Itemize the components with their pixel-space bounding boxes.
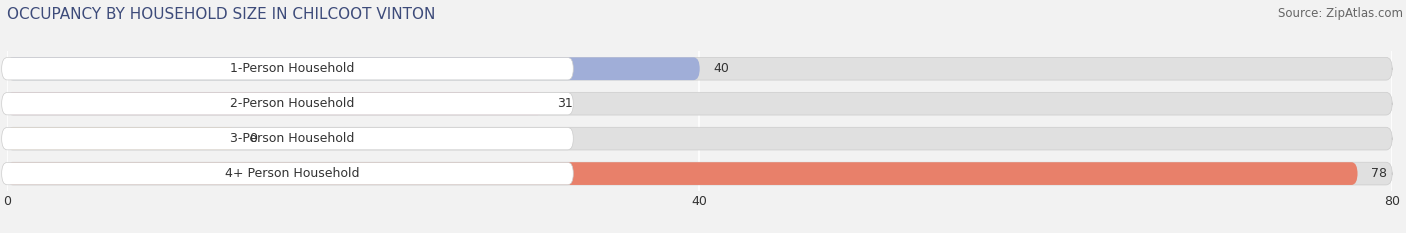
Text: 4+ Person Household: 4+ Person Household xyxy=(225,167,360,180)
FancyBboxPatch shape xyxy=(7,162,1392,185)
FancyBboxPatch shape xyxy=(7,127,236,150)
FancyBboxPatch shape xyxy=(1,127,574,150)
Text: 1-Person Household: 1-Person Household xyxy=(231,62,354,75)
Text: 31: 31 xyxy=(558,97,574,110)
Text: 78: 78 xyxy=(1371,167,1388,180)
FancyBboxPatch shape xyxy=(1,93,574,115)
FancyBboxPatch shape xyxy=(7,92,544,115)
Text: 3-Person Household: 3-Person Household xyxy=(231,132,354,145)
FancyBboxPatch shape xyxy=(7,57,700,80)
FancyBboxPatch shape xyxy=(7,57,1392,80)
FancyBboxPatch shape xyxy=(7,127,1392,150)
Text: Source: ZipAtlas.com: Source: ZipAtlas.com xyxy=(1278,7,1403,20)
Text: 0: 0 xyxy=(249,132,257,145)
FancyBboxPatch shape xyxy=(1,58,574,80)
FancyBboxPatch shape xyxy=(7,162,1358,185)
Text: OCCUPANCY BY HOUSEHOLD SIZE IN CHILCOOT VINTON: OCCUPANCY BY HOUSEHOLD SIZE IN CHILCOOT … xyxy=(7,7,436,22)
Text: 40: 40 xyxy=(713,62,730,75)
FancyBboxPatch shape xyxy=(7,92,1392,115)
Text: 2-Person Household: 2-Person Household xyxy=(231,97,354,110)
FancyBboxPatch shape xyxy=(1,162,574,185)
